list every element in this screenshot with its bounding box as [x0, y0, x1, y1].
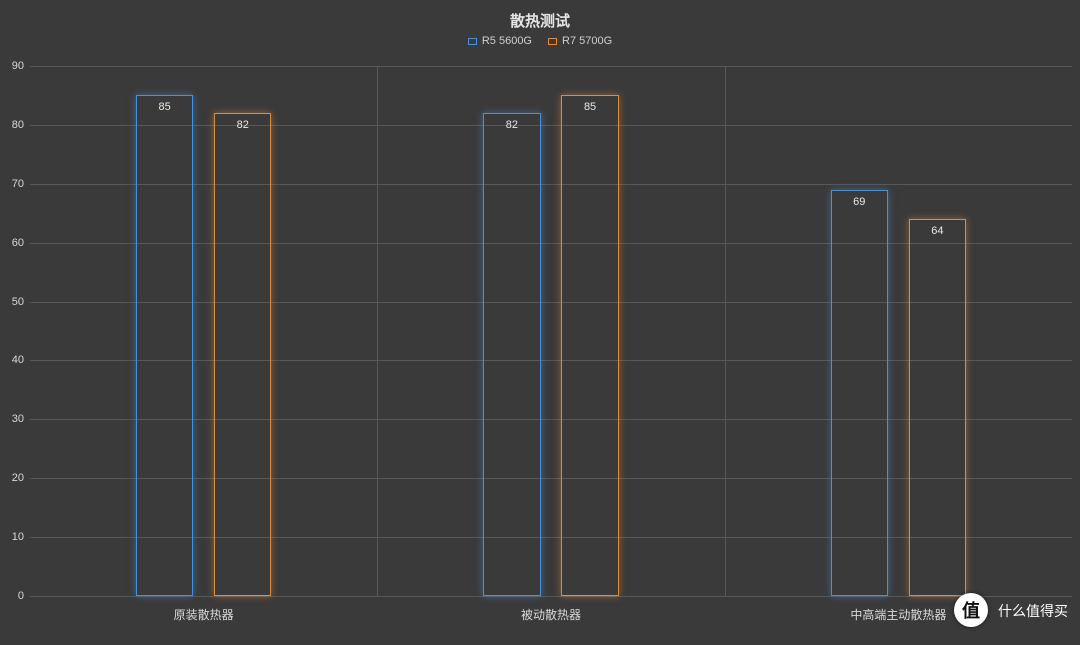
y-tick-label: 60 — [0, 237, 24, 249]
x-category-label: 原装散热器 — [174, 606, 234, 623]
legend-item: R7 5700G — [548, 35, 612, 47]
y-tick-label: 30 — [0, 413, 24, 425]
bar — [561, 95, 618, 596]
y-tick-label: 90 — [0, 60, 24, 72]
gridline — [30, 596, 1072, 597]
y-tick-label: 0 — [0, 590, 24, 602]
plot-area: 85 82 82 85 69 64 — [30, 66, 1072, 596]
x-category-label: 中高端主动散热器 — [850, 606, 946, 623]
bar — [831, 190, 888, 596]
bar-value-label: 64 — [931, 225, 943, 237]
panel-divider — [377, 66, 378, 596]
y-tick-label: 20 — [0, 472, 24, 484]
legend: R5 5600G R7 5700G — [0, 35, 1080, 47]
gridline — [30, 66, 1072, 67]
y-tick-label: 70 — [0, 178, 24, 190]
watermark-text: 什么值得买 — [998, 601, 1068, 621]
bar — [214, 113, 271, 596]
y-tick-label: 50 — [0, 296, 24, 308]
legend-item: R5 5600G — [468, 35, 532, 47]
watermark-badge-char: 值 — [962, 597, 980, 623]
x-category-label: 被动散热器 — [521, 606, 581, 623]
y-tick-label: 80 — [0, 119, 24, 131]
bar-value-label: 69 — [853, 196, 865, 208]
y-tick-label: 10 — [0, 531, 24, 543]
chart-title: 散热测试 — [0, 10, 1080, 31]
bar — [909, 219, 966, 596]
bar-value-label: 82 — [237, 119, 249, 131]
legend-label: R7 5700G — [562, 35, 612, 47]
panel-divider — [725, 66, 726, 596]
bar — [483, 113, 540, 596]
legend-swatch-icon — [468, 38, 477, 45]
bar-value-label: 85 — [584, 101, 596, 113]
chart-container: 散热测试 R5 5600G R7 5700G 85 82 82 85 69 64 值 什么值… — [0, 0, 1080, 645]
bar — [136, 95, 193, 596]
y-tick-label: 40 — [0, 354, 24, 366]
bar-value-label: 85 — [158, 101, 170, 113]
bar-value-label: 82 — [506, 119, 518, 131]
legend-label: R5 5600G — [482, 35, 532, 47]
legend-swatch-icon — [548, 38, 557, 45]
watermark-badge-icon: 值 — [954, 593, 988, 627]
